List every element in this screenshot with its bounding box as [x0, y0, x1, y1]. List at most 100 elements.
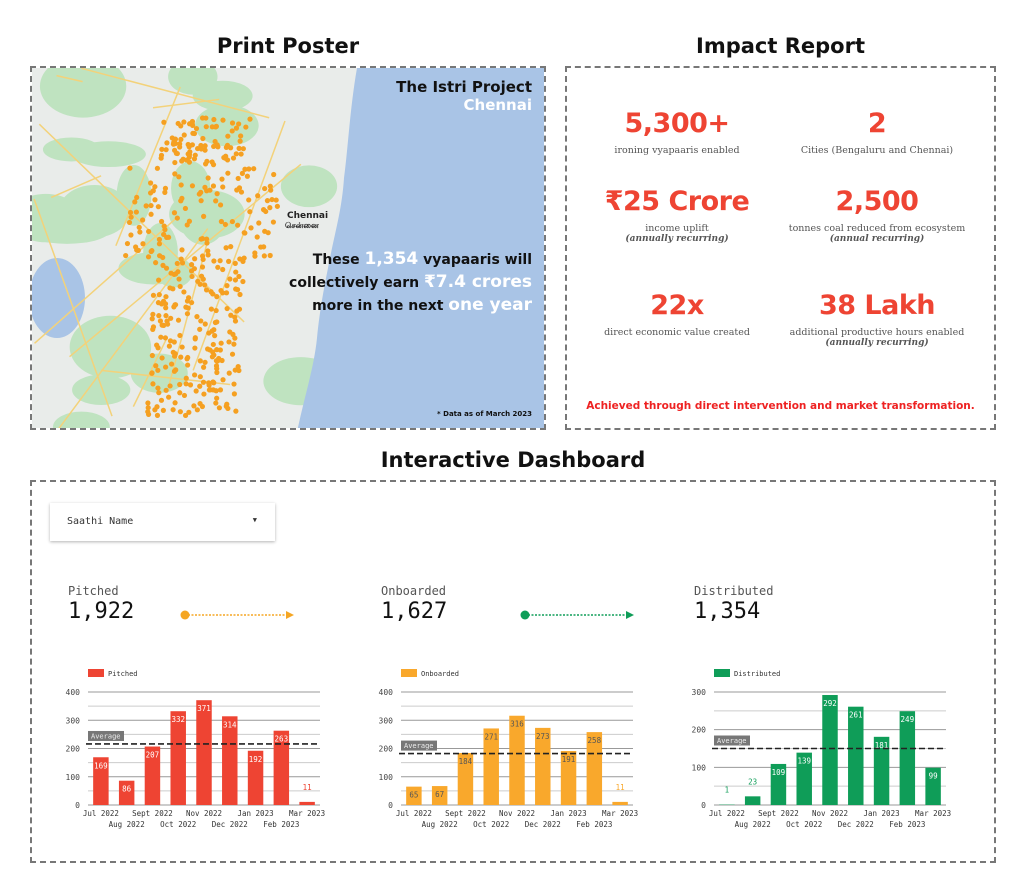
vyapaari-dot: [261, 244, 267, 250]
vyapaari-dot: [213, 307, 219, 314]
vyapaari-dot: [147, 180, 154, 186]
y-tick-label: 300: [379, 716, 394, 725]
data-label: 184: [459, 757, 473, 766]
vyapaari-dot: [148, 202, 154, 209]
vyapaari-dot: [216, 405, 222, 411]
vyapaari-dot: [199, 264, 206, 270]
road: [50, 175, 102, 199]
x-tick-label: Nov 2022: [499, 809, 535, 818]
dashboard-section-title: Interactive Dashboard: [380, 448, 646, 472]
vyapaari-dot: [246, 197, 252, 203]
kpi-value: 1,627: [381, 599, 448, 624]
data-label: 316: [510, 720, 524, 729]
saathi-name-dropdown[interactable]: Saathi Name ▼: [50, 503, 275, 541]
vyapaari-dot: [209, 328, 215, 334]
vyapaari-dot: [150, 311, 156, 317]
vyapaari-dot: [213, 400, 219, 406]
data-label: 191: [562, 755, 576, 764]
y-tick-label: 0: [75, 801, 80, 810]
vyapaari-dot: [237, 291, 243, 298]
vyapaari-dot: [190, 130, 196, 136]
stat-desc: additional productive hours enabled: [789, 327, 965, 338]
poster-title: The Istri Project: [396, 78, 532, 96]
vyapaari-dot: [215, 264, 221, 270]
bar: [222, 716, 238, 805]
vyapaari-dot: [152, 197, 158, 203]
vyapaari-dot: [233, 408, 239, 414]
x-tick-label: Sept 2022: [445, 809, 486, 818]
vyapaari-dot: [171, 210, 178, 216]
vyapaari-dot: [184, 222, 190, 228]
msg-text: more in the next: [312, 298, 449, 314]
poster-section-title: Print Poster: [216, 34, 360, 58]
stat-desc: ironing vyapaaris enabled: [614, 145, 740, 156]
x-tick-label: Jan 2023: [863, 809, 899, 818]
vyapaari-dot: [236, 145, 242, 151]
y-tick-label: 0: [388, 801, 393, 810]
vyapaari-dot: [189, 121, 195, 127]
x-tick-label: Mar 2023: [289, 809, 325, 818]
data-label: 11: [303, 783, 312, 792]
vyapaari-dot: [228, 312, 234, 318]
vyapaari-dot: [224, 305, 230, 312]
msg-text: vyapaaris will: [418, 252, 532, 268]
vyapaari-dot: [267, 252, 273, 259]
vyapaari-dot: [235, 222, 241, 228]
vyapaari-dot: [240, 278, 246, 285]
vyapaari-dot: [148, 211, 154, 217]
vyapaari-dot: [192, 345, 198, 351]
vyapaari-dot: [188, 262, 195, 268]
arrow-connector-icon: [180, 610, 294, 620]
vyapaari-dot: [226, 258, 232, 264]
vyapaari-dot: [202, 184, 208, 190]
x-tick-label: Aug 2022: [422, 820, 458, 829]
vyapaari-dot: [209, 124, 215, 130]
vyapaari-dot: [145, 400, 151, 406]
vyapaari-dot: [193, 125, 200, 132]
y-tick-label: 300: [692, 688, 707, 697]
vyapaari-dot: [201, 213, 207, 219]
vyapaari-dot: [198, 198, 204, 204]
vyapaari-dot: [158, 152, 165, 158]
vyapaari-dot: [192, 336, 198, 342]
vyapaari-dot: [247, 116, 253, 122]
vyapaari-dot: [229, 120, 236, 126]
vyapaari-dot: [156, 277, 162, 283]
vyapaari-dot: [187, 382, 194, 388]
vyapaari-dot: [238, 151, 244, 157]
average-label: Average: [404, 742, 434, 750]
bar: [535, 727, 551, 805]
vyapaari-dot: [223, 290, 230, 296]
vyapaari-dot: [203, 124, 209, 130]
vyapaari-dot: [167, 383, 173, 389]
vyapaari-dot: [128, 232, 134, 238]
vyapaari-dot: [235, 364, 241, 370]
data-label: 181: [875, 741, 889, 750]
vyapaari-dot: [204, 158, 210, 164]
vyapaari-dot: [178, 182, 184, 188]
data-label: 169: [94, 761, 108, 770]
vyapaari-dot: [167, 338, 174, 344]
vyapaari-dot: [149, 316, 155, 322]
vyapaari-dot: [163, 313, 169, 319]
vyapaari-dot: [238, 133, 244, 139]
bar: [612, 801, 628, 805]
data-label: 86: [122, 785, 132, 794]
x-tick-label: Mar 2023: [915, 809, 951, 818]
data-label: 207: [146, 751, 160, 760]
vyapaari-dot: [232, 277, 239, 283]
road: [56, 74, 83, 83]
vyapaari-dot: [185, 362, 191, 368]
vyapaari-dot: [155, 300, 162, 306]
vyapaari-dot: [193, 388, 199, 394]
x-tick-label: Jul 2022: [83, 809, 119, 818]
data-label: 65: [409, 791, 418, 800]
stat-income: ₹25 Crore income uplift (annually recurrin…: [577, 186, 777, 244]
vyapaari-dot: [171, 353, 178, 359]
vyapaari-dot: [162, 335, 169, 341]
bar: [273, 730, 290, 805]
park-area: [39, 68, 127, 118]
bar: [925, 767, 941, 805]
bar: [299, 801, 315, 805]
bar: [560, 751, 577, 805]
